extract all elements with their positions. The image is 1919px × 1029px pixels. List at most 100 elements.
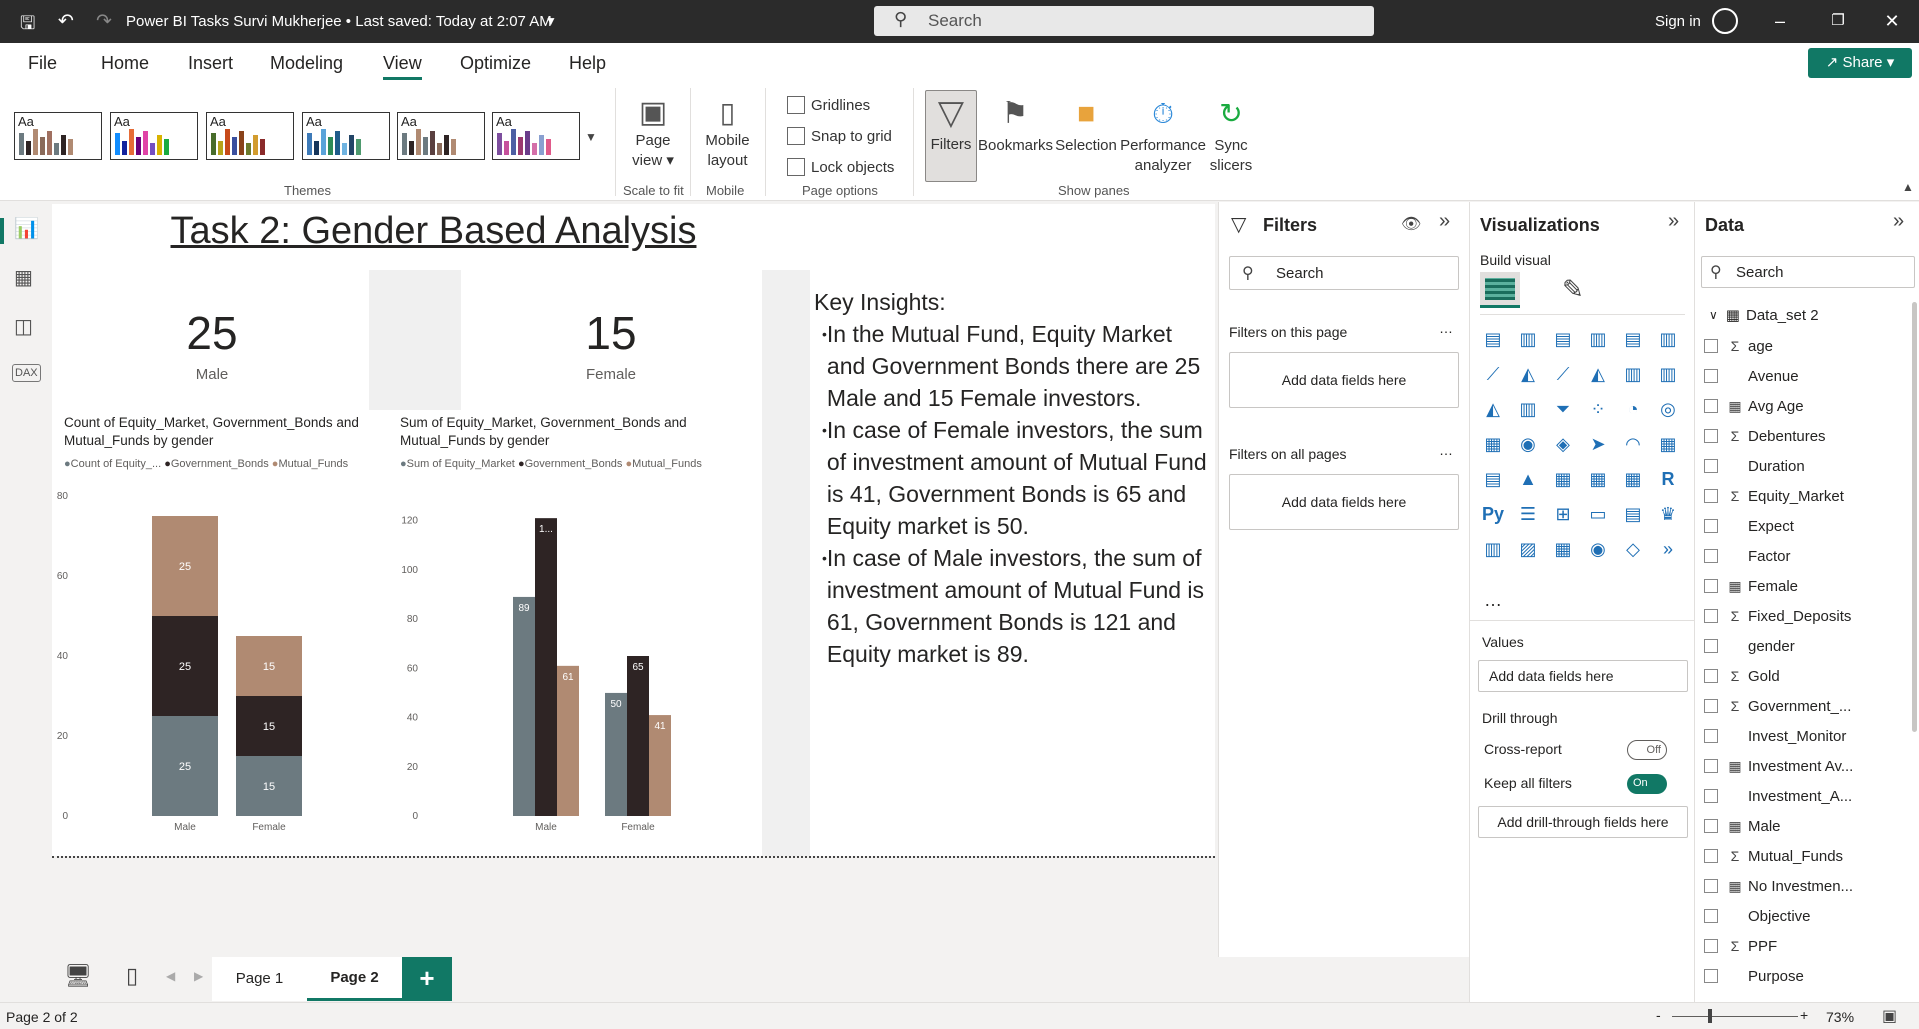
tab-page-2[interactable]: Page 2: [307, 957, 402, 1001]
data-field-item[interactable]: Σ PPF: [1704, 934, 1777, 958]
chevron-icon[interactable]: »: [1662, 538, 1673, 559]
field-checkbox[interactable]: [1704, 429, 1718, 443]
dax-query-icon[interactable]: DAX: [12, 364, 41, 382]
field-checkbox[interactable]: [1704, 609, 1718, 623]
snap-to-grid-checkbox[interactable]: [787, 127, 805, 145]
build-visual-tab[interactable]: [1480, 272, 1520, 308]
100-column-icon[interactable]: ▥: [1659, 328, 1677, 349]
field-checkbox[interactable]: [1704, 519, 1718, 533]
desktop-view-icon[interactable]: 🖥: [64, 963, 92, 988]
field-checkbox[interactable]: [1704, 729, 1718, 743]
field-checkbox[interactable]: [1704, 699, 1718, 713]
data-field-item[interactable]: ▦ Avg Age: [1704, 394, 1804, 418]
waterfall-icon[interactable]: ▥: [1519, 398, 1537, 419]
field-checkbox[interactable]: [1704, 639, 1718, 653]
area-chart-icon[interactable]: ◭: [1521, 363, 1535, 384]
ribbon-chart-icon[interactable]: ◭: [1591, 363, 1605, 384]
field-checkbox[interactable]: [1704, 849, 1718, 863]
arcgis-icon[interactable]: ◉: [1590, 538, 1606, 559]
field-checkbox[interactable]: [1704, 339, 1718, 353]
model-view-icon[interactable]: ◫: [14, 316, 33, 338]
sign-in-link[interactable]: Sign in: [1655, 13, 1701, 30]
field-checkbox[interactable]: [1704, 969, 1718, 983]
diamond-icon[interactable]: ◇: [1626, 538, 1640, 559]
tab-page-1[interactable]: Page 1: [212, 957, 307, 1001]
performance-analyzer-button[interactable]: ⏱ Performance analyzer: [1120, 92, 1206, 176]
bookmarks-pane-button[interactable]: ⚑ Bookmarks: [978, 92, 1053, 156]
power-automate-icon[interactable]: ▦: [1554, 538, 1572, 559]
sync-slicers-button[interactable]: ↻ Sync slicers: [1208, 92, 1254, 176]
close-icon[interactable]: ✕: [1884, 11, 1900, 31]
stacked-bar-icon[interactable]: ▤: [1484, 328, 1502, 349]
data-field-item[interactable]: Objective: [1704, 904, 1811, 928]
zoom-slider-track[interactable]: [1672, 1016, 1798, 1017]
filters-search-input[interactable]: ⚲ Search: [1229, 256, 1459, 290]
menu-help[interactable]: Help: [569, 53, 607, 73]
field-checkbox[interactable]: [1704, 759, 1718, 773]
azure-map-icon[interactable]: ➤: [1590, 433, 1606, 454]
data-field-item[interactable]: Avenue: [1704, 364, 1799, 388]
field-checkbox[interactable]: [1704, 669, 1718, 683]
field-checkbox[interactable]: [1704, 369, 1718, 383]
menu-insert[interactable]: Insert: [188, 53, 234, 73]
narrative-icon[interactable]: ▤: [1624, 503, 1642, 524]
menu-home[interactable]: Home: [101, 53, 150, 73]
filters-page-drop-zone[interactable]: Add data fields here: [1229, 352, 1459, 408]
redo-icon[interactable]: ↷: [96, 11, 112, 32]
theme-3[interactable]: Aa: [206, 112, 294, 160]
field-checkbox[interactable]: [1704, 489, 1718, 503]
field-checkbox[interactable]: [1704, 549, 1718, 563]
collapse-viz-icon[interactable]: »: [1668, 210, 1680, 232]
field-checkbox[interactable]: [1704, 789, 1718, 803]
data-scrollbar[interactable]: [1912, 302, 1917, 732]
values-drop-zone[interactable]: Add data fields here: [1478, 660, 1688, 692]
mobile-view-icon[interactable]: ▯: [126, 963, 139, 988]
data-search-input[interactable]: ⚲ Search: [1701, 256, 1915, 288]
key-influencers-icon[interactable]: ☰: [1519, 503, 1537, 524]
page-view-button[interactable]: ▣ Page view ▾: [628, 95, 678, 171]
more-options-icon[interactable]: …: [1439, 320, 1453, 336]
undo-icon[interactable]: ↶: [58, 11, 74, 32]
slicer-icon[interactable]: ▦: [1554, 468, 1572, 489]
decomposition-tree-icon[interactable]: ⊞: [1555, 503, 1571, 524]
filled-map-icon[interactable]: ◈: [1556, 433, 1570, 454]
document-title[interactable]: Power BI Tasks Survi Mukherjee • Last sa…: [126, 13, 552, 30]
data-field-item[interactable]: Σ Debentures: [1704, 424, 1826, 448]
card-icon[interactable]: ▦: [1659, 433, 1677, 454]
stacked-area-icon[interactable]: ⟋: [1556, 363, 1570, 384]
theme-6[interactable]: Aa: [492, 112, 580, 160]
goals-icon[interactable]: ♛: [1659, 503, 1677, 524]
field-checkbox[interactable]: [1704, 399, 1718, 413]
title-box[interactable]: Task 2: Gender Based Analysis: [52, 204, 1215, 266]
search-input[interactable]: ⚲ Search: [874, 6, 1374, 36]
collapse-filters-icon[interactable]: »: [1439, 210, 1451, 232]
zoom-slider-thumb[interactable]: [1708, 1009, 1712, 1023]
data-field-item[interactable]: ▦ Male: [1704, 814, 1781, 838]
multi-card-icon[interactable]: ▤: [1484, 468, 1502, 489]
data-field-item[interactable]: Expect: [1704, 514, 1794, 538]
filters-pane-button[interactable]: ▽ Filters: [925, 90, 977, 182]
pie-chart-icon[interactable]: ◔: [1627, 398, 1639, 419]
share-button[interactable]: ↗ Share ▾: [1808, 48, 1912, 78]
combo-chart-icon[interactable]: ◭: [1486, 398, 1500, 419]
account-icon[interactable]: [1712, 8, 1738, 34]
format-visual-icon[interactable]: ✎: [1562, 274, 1584, 304]
menu-optimize[interactable]: Optimize: [460, 53, 532, 73]
data-field-item[interactable]: gender: [1704, 634, 1795, 658]
previous-page-icon[interactable]: ◀: [166, 969, 176, 983]
data-field-item[interactable]: ▦ Female: [1704, 574, 1798, 598]
field-checkbox[interactable]: [1704, 939, 1718, 953]
chart-sum-by-gender[interactable]: Sum of Equity_Market, Government_Bonds a…: [396, 410, 762, 856]
field-checkbox[interactable]: [1704, 879, 1718, 893]
gauge-icon[interactable]: ◠: [1625, 433, 1641, 454]
paginated-report-icon[interactable]: ▥: [1484, 538, 1502, 559]
data-field-item[interactable]: ▦ No Investmen...: [1704, 874, 1853, 898]
data-field-item[interactable]: Σ Equity_Market: [1704, 484, 1844, 508]
collapse-data-icon[interactable]: »: [1893, 210, 1905, 232]
qa-icon[interactable]: ▭: [1589, 503, 1607, 524]
save-icon[interactable]: 🖫: [20, 13, 36, 33]
data-field-item[interactable]: Purpose: [1704, 964, 1804, 988]
kpi-icon[interactable]: ▲: [1519, 468, 1537, 489]
restore-icon[interactable]: ❐: [1831, 12, 1845, 29]
